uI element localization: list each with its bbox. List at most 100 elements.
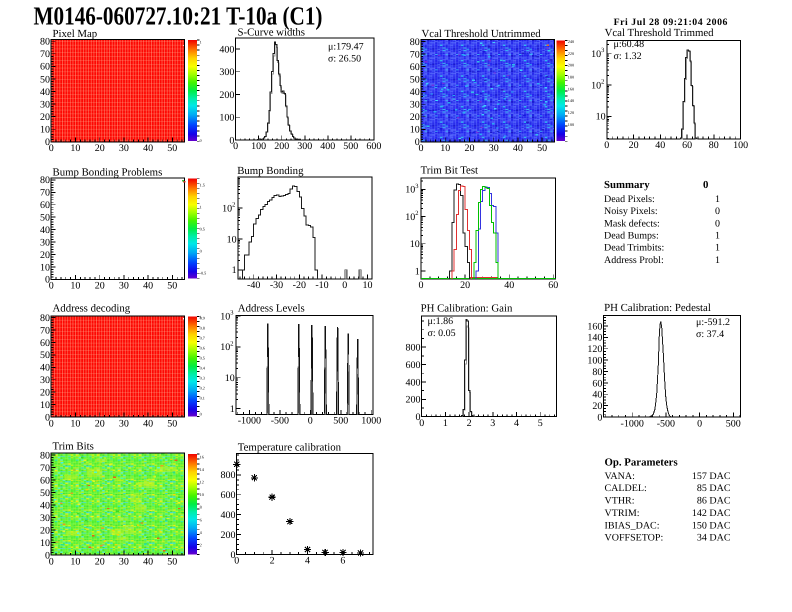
svg-text:0: 0 [715,206,720,217]
svg-text:60: 60 [682,140,692,151]
svg-text:70: 70 [410,49,420,60]
svg-text:600: 600 [221,490,236,501]
svg-text:10: 10 [40,125,50,136]
svg-text:-30: -30 [270,280,283,291]
svg-text:Trim Bit Test: Trim Bit Test [421,165,478,177]
svg-text:10: 10 [225,373,235,384]
svg-text:40: 40 [513,143,523,154]
svg-text:2: 2 [415,210,418,217]
svg-text:1: 1 [443,418,448,429]
svg-text:10: 10 [70,556,80,567]
svg-text:10: 10 [200,492,204,497]
svg-text:400: 400 [406,377,421,388]
svg-text:1000: 1000 [361,416,381,427]
svg-text:0: 0 [233,141,238,152]
svg-text:200: 200 [568,63,574,68]
svg-text:0: 0 [697,418,702,429]
svg-text:0: 0 [49,418,54,429]
svg-text:0: 0 [419,280,424,291]
svg-text:0: 0 [45,137,50,148]
svg-text:Vcal Threshold Trimmed: Vcal Threshold Trimmed [605,27,715,39]
svg-text:80: 80 [410,37,420,48]
svg-text:Dead Trimbits:: Dead Trimbits: [604,243,664,254]
svg-text:σ: 37.4: σ: 37.4 [696,329,724,340]
svg-text:300: 300 [297,141,312,152]
svg-text:0.5: 0.5 [200,226,205,231]
svg-text:14: 14 [200,467,205,472]
svg-text:0: 0 [597,412,602,423]
svg-text:80: 80 [709,140,719,151]
svg-text:0: 0 [200,412,202,417]
svg-text:30: 30 [40,100,50,111]
svg-text:40: 40 [655,140,665,151]
svg-text:60: 60 [40,475,50,486]
svg-text:IBIAS_DAC:: IBIAS_DAC: [605,520,660,531]
svg-text:VTRIM:: VTRIM: [605,508,640,519]
svg-text:PH Calibration: Pedestal: PH Calibration: Pedestal [604,302,711,314]
svg-text:500: 500 [343,141,358,152]
svg-text:-20: -20 [293,280,306,291]
svg-text:0: 0 [45,275,50,286]
svg-text:VOFFSETOP:: VOFFSETOP: [605,533,664,544]
svg-text:0: 0 [45,412,50,423]
svg-text:80: 80 [40,313,50,324]
svg-text:220: 220 [568,51,574,56]
svg-text:Bump Bonding Problems: Bump Bonding Problems [53,167,163,179]
svg-text:40: 40 [504,280,514,291]
svg-text:100: 100 [251,141,266,152]
svg-text:12: 12 [200,480,204,485]
svg-text:10: 10 [220,311,230,322]
svg-text:20: 20 [95,418,105,429]
svg-text:20: 20 [592,401,602,412]
svg-text:50: 50 [167,281,177,292]
svg-text:CALDEL:: CALDEL: [605,483,647,494]
svg-text:S-Curve widths: S-Curve widths [238,27,305,39]
svg-text:157 DAC: 157 DAC [692,471,731,482]
svg-text:6: 6 [340,556,345,567]
svg-text:40: 40 [410,87,420,98]
svg-text:0: 0 [229,135,234,146]
svg-text:50: 50 [40,74,50,85]
svg-text:μ:60.48: μ:60.48 [614,39,645,50]
svg-text:μ:179.47: μ:179.47 [328,42,364,53]
svg-text:VTHR:: VTHR: [605,496,635,507]
svg-text:40: 40 [40,500,50,511]
svg-text:10: 10 [410,125,420,136]
svg-text:3: 3 [230,309,233,316]
svg-text:34 DAC: 34 DAC [697,533,731,544]
svg-text:1: 1 [715,231,720,242]
svg-text:85 DAC: 85 DAC [697,483,731,494]
svg-text:240: 240 [568,39,574,44]
svg-text:600: 600 [366,141,381,152]
svg-text:30: 30 [489,143,499,154]
svg-text:10: 10 [405,185,415,196]
svg-text:10: 10 [410,239,420,250]
svg-text:30: 30 [119,556,129,567]
svg-text:142 DAC: 142 DAC [692,508,731,519]
svg-text:0: 0 [419,418,424,429]
svg-text:0.1: 0.1 [200,395,205,400]
svg-text:10: 10 [40,538,50,549]
svg-text:Address Levels: Address Levels [238,303,305,315]
svg-text:1: 1 [715,194,720,205]
svg-text:0.6: 0.6 [200,345,205,350]
svg-text:200: 200 [219,90,234,101]
svg-text:400: 400 [219,44,234,55]
svg-text:10: 10 [596,112,606,123]
svg-text:0: 0 [419,143,424,154]
svg-text:Fri Jul 28 09:21:04 2006: Fri Jul 28 09:21:04 2006 [614,17,728,28]
svg-text:μ:-591.2: μ:-591.2 [696,317,730,328]
svg-text:800: 800 [221,470,236,481]
svg-text:150 DAC: 150 DAC [692,520,731,531]
svg-text:400: 400 [221,510,236,521]
svg-text:-1000: -1000 [238,416,261,427]
svg-text:400: 400 [320,141,335,152]
svg-text:PH Calibration: Gain: PH Calibration: Gain [421,303,513,315]
svg-text:1: 1 [415,266,420,277]
svg-text:Dead Bumps:: Dead Bumps: [604,231,659,242]
svg-text:10: 10 [227,234,237,245]
svg-text:1: 1 [200,204,202,209]
svg-text:80: 80 [40,450,50,461]
svg-text:-0.5: -0.5 [200,270,207,275]
svg-text:10: 10 [591,49,601,60]
